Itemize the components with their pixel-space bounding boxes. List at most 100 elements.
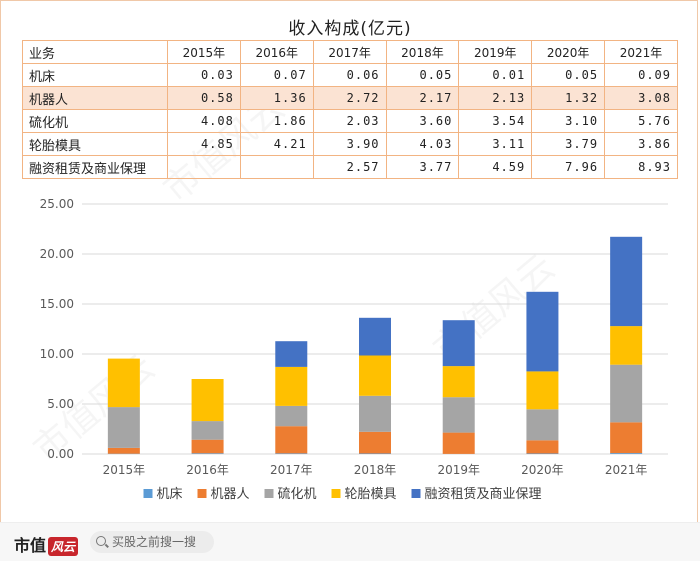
table-row: 机器人 0.58 1.36 2.72 2.17 2.13 1.32 3.08 [22,86,678,110]
table-header-cell: 2018年 [385,40,460,64]
bar-segment [359,317,391,356]
bar-segment [275,405,308,427]
table-cell: 3.08 [604,86,678,110]
table-cell: 2.72 [312,86,387,110]
table-cell: 3.11 [458,132,533,156]
legend-swatch [143,489,153,498]
bar-segment [526,371,559,410]
row-label: 融资租赁及商业保理 [22,155,168,179]
bar-segment [359,355,391,396]
chart-title: 收入构成(亿元) [288,19,412,39]
legend-label: 硫化机 [278,487,317,502]
bar-segment [442,320,475,367]
search-box[interactable]: 买股之前搜一搜 [90,531,214,553]
table-header-row: 业务 2015年 2016年 2017年 2018年 2019年 2020年 2… [22,40,678,64]
table-cell: 0.05 [385,63,460,87]
bar-segment [107,447,140,454]
table-cell: 2.13 [458,86,533,110]
brand-name: 市值 [14,536,47,555]
table-header-cell: 2021年 [604,40,678,64]
bar-segment [610,326,643,365]
bar-segment [526,409,559,441]
footer-bar: 市值 风云 买股之前搜一搜 [0,522,700,561]
table-cell: 0.09 [604,63,678,87]
table-header-cell: 2020年 [531,40,606,64]
bar-segment [526,440,559,454]
table-row: 融资租赁及商业保理 2.57 3.77 4.59 7.96 8.93 [22,155,678,179]
x-tick-label: 2019年 [437,463,480,477]
y-tick-label: 5.00 [47,397,74,411]
brand-logo: 市值 风云 [14,532,79,556]
table-header-cell: 2019年 [458,40,533,64]
bar-segment [442,397,475,433]
table-cell: 2.17 [385,86,460,110]
bar-segment [191,379,224,422]
table-cell: 0.07 [239,63,314,87]
legend-swatch [264,489,274,498]
bar-segment [191,439,224,454]
x-tick-label: 2020年 [521,463,564,477]
table-cell: 2.57 [312,155,387,179]
x-tick-label: 2016年 [186,463,229,477]
table-cell: 1.32 [531,86,606,110]
y-tick-label: 25.00 [40,197,74,211]
search-icon [96,536,106,546]
table-header-cell: 2015年 [167,40,241,64]
legend-swatch [411,489,421,498]
bar-segment [610,422,643,454]
bar-segment [359,453,391,454]
bar-segment [610,236,643,327]
y-tick-label: 10.00 [40,347,74,361]
legend-swatch [331,489,341,498]
table-cell: 3.54 [458,109,533,133]
table-row: 轮胎模具 4.85 4.21 3.90 4.03 3.11 3.79 3.86 [22,132,678,156]
table-cell: 4.59 [458,155,533,179]
bar-segment [610,364,643,423]
bar-segment [275,426,308,454]
table-row: 硫化机 4.08 1.86 2.03 3.60 3.54 3.10 5.76 [22,109,678,133]
table-cell: 1.36 [239,86,314,110]
search-placeholder: 买股之前搜一搜 [112,535,197,549]
bar-segment [610,453,643,454]
table-header-cell: 业务 [22,40,168,64]
table-cell: 4.08 [167,109,241,133]
table-cell: 3.90 [312,132,387,156]
bar-segment [275,341,308,367]
revenue-table: 业务 2015年 2016年 2017年 2018年 2019年 2020年 2… [22,40,678,179]
bar-segment [275,453,308,454]
table-header-cell: 2017年 [312,40,387,64]
bar-segment [359,431,391,454]
table-header-cell: 2016年 [239,40,314,64]
x-tick-label: 2018年 [354,463,397,477]
bar-segment [107,358,140,408]
table-cell: 4.85 [167,132,241,156]
bar-segment [275,366,308,406]
legend-swatch [197,489,207,498]
legend-label: 轮胎模具 [345,487,397,502]
y-tick-label: 20.00 [40,247,74,261]
table-cell: 4.03 [385,132,460,156]
table-cell: 3.10 [531,109,606,133]
table-cell: 0.03 [167,63,241,87]
table-cell: 3.77 [385,155,460,179]
bar-segment [526,291,559,372]
legend-label: 机床 [157,487,183,502]
bar-segment [191,421,224,440]
legend-label: 融资租赁及商业保理 [425,487,542,502]
table-cell: 8.93 [604,155,678,179]
table-cell: 0.06 [312,63,387,87]
x-tick-label: 2021年 [605,463,648,477]
y-tick-label: 15.00 [40,297,74,311]
bar-segment [526,453,559,454]
x-tick-label: 2015年 [103,463,146,477]
row-label: 机床 [22,63,168,87]
table-cell: 1.86 [239,109,314,133]
table-cell [167,155,241,179]
table-cell: 0.01 [458,63,533,87]
bar-segment [107,407,140,448]
table-cell: 5.76 [604,109,678,133]
table-cell: 3.60 [385,109,460,133]
table-cell [239,155,314,179]
bar-segment [359,395,391,432]
legend-label: 机器人 [211,487,250,502]
